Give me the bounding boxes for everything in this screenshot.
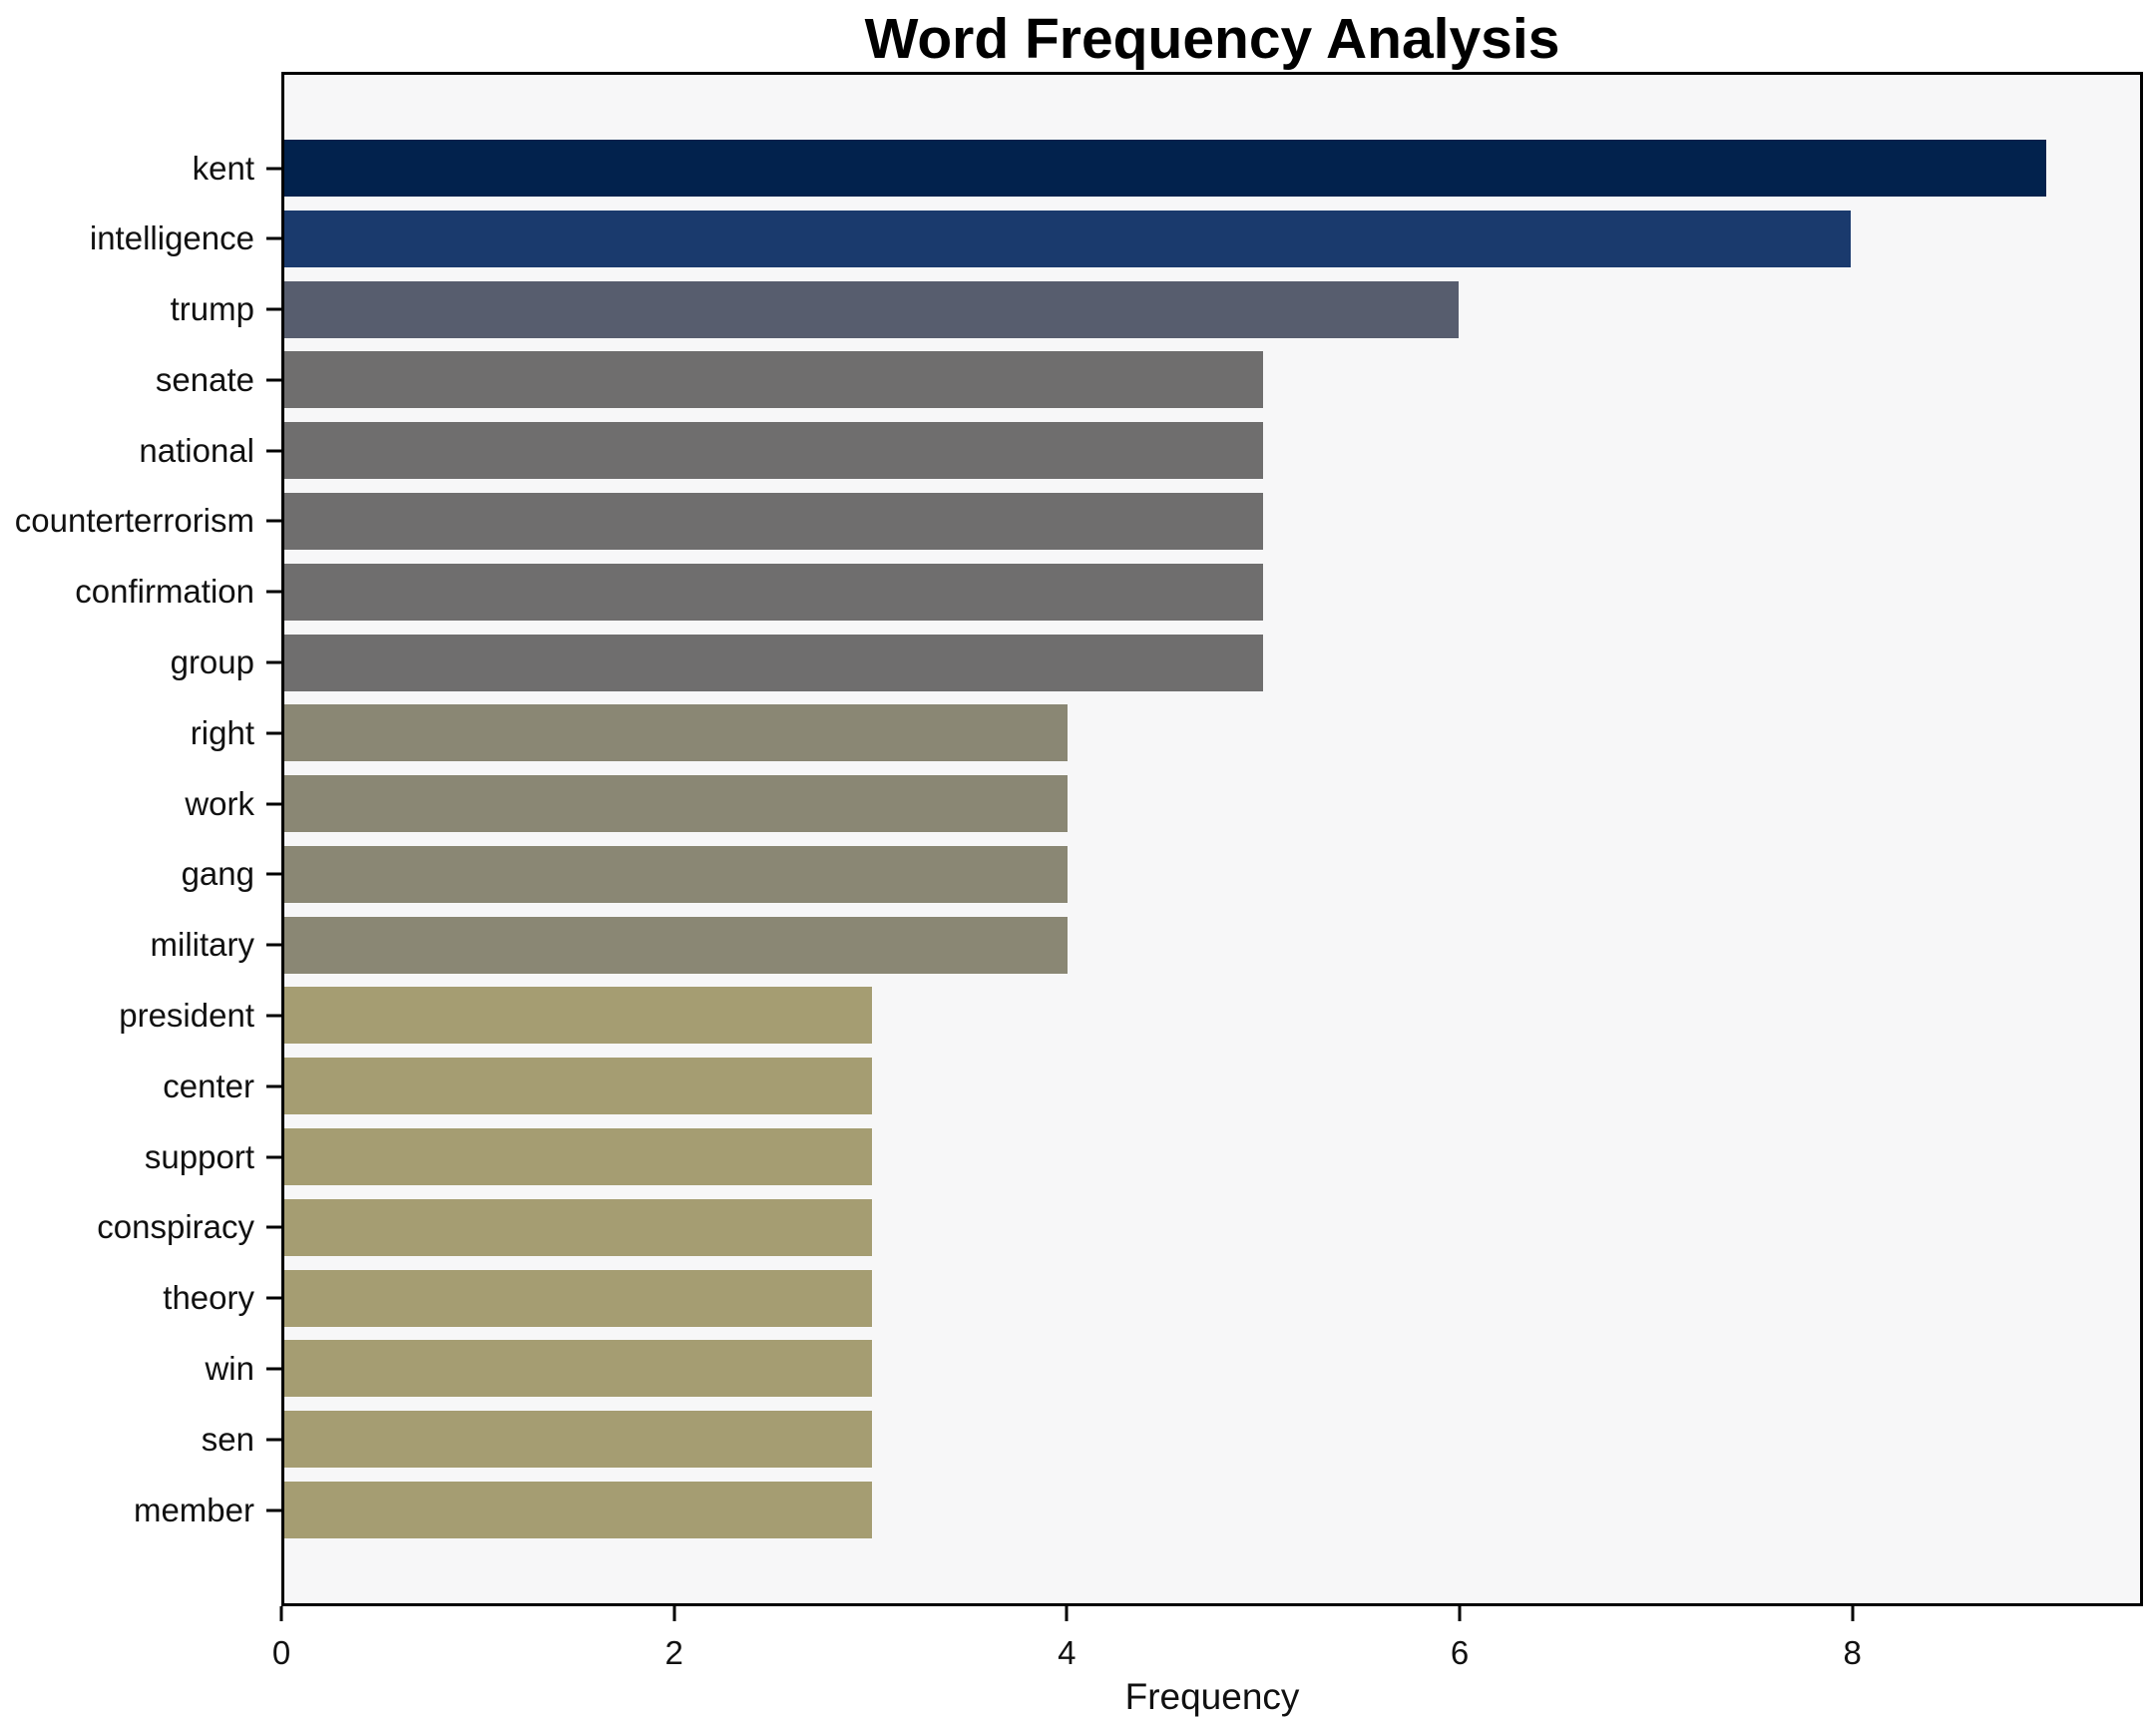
y-tick-label-group: group [170,644,254,681]
bar-intelligence [284,210,1851,267]
bar-win [284,1340,872,1398]
y-tick-mark [266,1367,281,1371]
bar-counterterrorism [284,492,1263,550]
x-tick-mark [1458,1606,1462,1621]
x-tick-mark [672,1606,676,1621]
y-tick-label-support: support [144,1137,254,1175]
bar-support [284,1128,872,1186]
y-tick-mark [266,1084,281,1088]
x-tick-label-6: 6 [1450,1634,1470,1671]
x-tick-mark [1851,1606,1855,1621]
bar-president [284,987,872,1045]
plot-area [281,72,2143,1606]
bar-sen [284,1411,872,1469]
y-tick-label-conspiracy: conspiracy [97,1208,254,1246]
y-tick-mark [266,167,281,170]
y-tick-label-trump: trump [170,290,254,328]
bar-theory [284,1269,872,1327]
bar-right [284,704,1068,762]
x-axis-label: Frequency [1124,1676,1300,1717]
y-tick-label-counterterrorism: counterterrorism [14,502,254,540]
y-tick-label-senate: senate [155,360,254,398]
y-tick-label-center: center [163,1067,254,1104]
y-tick-label-gang: gang [181,855,254,893]
x-tick-mark [279,1606,283,1621]
y-tick-mark [266,1225,281,1229]
y-tick-label-national: national [139,431,254,469]
y-tick-label-military: military [150,926,255,964]
bar-gang [284,845,1068,903]
y-tick-mark [266,590,281,594]
y-tick-mark [266,1508,281,1511]
y-tick-label-work: work [185,784,254,822]
y-tick-mark [266,519,281,523]
x-tick-label-0: 0 [271,1634,291,1671]
y-tick-mark [266,660,281,664]
y-tick-mark [266,449,281,453]
bar-trump [284,280,1460,338]
x-tick-mark [1065,1606,1069,1621]
x-tick-label-8: 8 [1843,1634,1862,1671]
bar-military [284,916,1068,974]
bar-member [284,1482,872,1538]
y-tick-label-kent: kent [192,149,254,187]
y-tick-label-theory: theory [163,1279,254,1317]
y-tick-label-president: president [119,996,254,1034]
y-tick-mark [266,1296,281,1300]
y-tick-label-member: member [133,1491,254,1528]
bar-kent [284,140,2046,197]
y-tick-mark [266,731,281,735]
y-tick-mark [266,802,281,806]
chart-title: Word Frequency Analysis [864,7,1560,71]
y-tick-label-sen: sen [201,1420,254,1458]
y-tick-mark [266,1438,281,1442]
y-tick-mark [266,307,281,311]
bar-work [284,775,1068,833]
y-tick-mark [266,1014,281,1018]
y-tick-label-intelligence: intelligence [89,219,254,257]
y-tick-mark [266,378,281,382]
x-tick-label-2: 2 [664,1634,683,1671]
bar-center [284,1058,872,1115]
bar-group [284,634,1263,691]
bar-confirmation [284,563,1263,621]
bar-senate [284,351,1263,409]
y-tick-label-win: win [205,1349,254,1387]
y-tick-mark [266,872,281,876]
y-tick-label-right: right [190,713,254,751]
bar-national [284,422,1263,480]
y-tick-mark [266,236,281,240]
bar-conspiracy [284,1198,872,1256]
y-tick-mark [266,1155,281,1159]
x-tick-label-4: 4 [1058,1634,1077,1671]
y-tick-mark [266,943,281,947]
y-tick-label-confirmation: confirmation [75,573,254,611]
